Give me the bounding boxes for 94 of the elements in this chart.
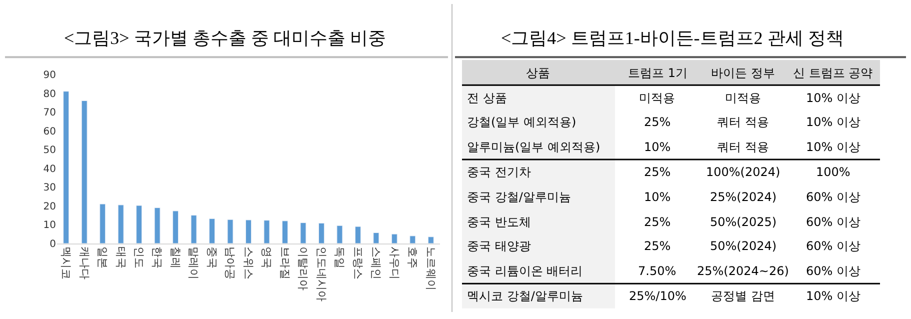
- bar: [391, 234, 398, 244]
- text: 25%: [644, 215, 671, 229]
- bar: [154, 208, 160, 244]
- bar: [100, 204, 106, 244]
- y-tick-label: 40: [43, 164, 56, 175]
- x-tick-label: 인도: [132, 246, 146, 269]
- text: 10%: [644, 190, 671, 204]
- y-tick-label: 60: [43, 126, 56, 138]
- text: 60% 이상: [806, 239, 860, 253]
- x-tick-label: 사우디: [388, 246, 401, 280]
- category-label: 알루미늄(일부 예외적용): [467, 140, 600, 154]
- bar: [354, 226, 361, 244]
- text: 60% 이상: [806, 264, 860, 278]
- x-tick-label: 브라질: [278, 246, 292, 280]
- y-tick-label: 10: [43, 220, 56, 232]
- bar: [300, 222, 306, 244]
- bar: [81, 100, 88, 244]
- category-label: 바이든 정부: [711, 66, 775, 80]
- text: 50%(2025): [710, 215, 777, 229]
- x-tick-label: 독일: [333, 246, 346, 269]
- text: 쿼터 적용: [717, 115, 769, 129]
- text: 10% 이상: [806, 140, 860, 154]
- bar: [373, 232, 380, 244]
- text: 미적용: [725, 91, 761, 105]
- text: 미적용: [639, 91, 675, 105]
- x-tick-label: 말레이: [187, 246, 200, 280]
- category-label: 신 트럼프 공약: [793, 66, 873, 80]
- bar: [136, 205, 142, 244]
- category-label: 트럼프 1기: [628, 66, 688, 80]
- x-tick-label: 노르웨이: [424, 246, 438, 291]
- bar: [190, 215, 197, 244]
- category-label: 중국 태양광: [467, 239, 531, 253]
- y-tick-label: 50: [43, 145, 56, 156]
- x-tick-label: 칠레: [168, 246, 182, 269]
- bar: [172, 210, 179, 244]
- y-tick-label: 70: [43, 108, 56, 119]
- text: 25%: [644, 115, 671, 129]
- x-tick-label: 이탈리아: [296, 246, 310, 291]
- text: 50%(2024): [710, 239, 777, 253]
- category-label: 중국 강철/알루미늄: [467, 190, 571, 204]
- bar: [118, 204, 124, 244]
- text: 7.50%: [638, 264, 676, 278]
- x-tick-label: 스페인: [370, 246, 383, 280]
- bar: [410, 236, 416, 244]
- bar: [246, 220, 252, 244]
- category-label: 중국 전기차: [467, 165, 531, 179]
- y-tick-label: 80: [43, 88, 56, 100]
- text: 100%(2024): [706, 165, 780, 179]
- y-tick-label: 20: [43, 201, 56, 212]
- x-tick-label: 영국: [260, 246, 274, 269]
- x-tick-label: 태국: [114, 246, 128, 269]
- bar: [336, 225, 343, 244]
- category-label: 강철(일부 예외적용): [467, 115, 576, 129]
- text: 10% 이상: [806, 289, 860, 303]
- x-tick-label: 스위스: [242, 246, 255, 280]
- x-tick-label: 인도네시아: [314, 246, 328, 302]
- bar: [209, 218, 216, 244]
- x-tick-label: 한국: [150, 246, 164, 269]
- category-label: 중국 리튬이온 배터리: [467, 264, 583, 278]
- category-label: 중국 반도체: [467, 215, 531, 229]
- x-tick-label: 호주: [406, 246, 420, 269]
- bar: [318, 222, 324, 244]
- text: 25%: [644, 165, 671, 179]
- category-label: 상품: [526, 66, 550, 80]
- text: 쿼터 적용: [717, 140, 769, 154]
- x-tick-label: 캐나다: [78, 246, 91, 280]
- text: 10%: [644, 140, 671, 154]
- text: 25%: [644, 239, 671, 253]
- text: <그림4> 트럼프1-바이든-트럼프2 관세 정책: [501, 28, 844, 48]
- bar: [282, 220, 288, 244]
- y-tick-label: 30: [43, 182, 56, 194]
- x-tick-label: 남아공: [224, 246, 237, 280]
- text: 25%(2024): [710, 190, 777, 204]
- x-tick-label: 중국: [205, 246, 218, 269]
- text: 공정별 감면: [711, 289, 775, 303]
- text: 100%: [816, 165, 850, 179]
- text: 60% 이상: [806, 190, 860, 204]
- x-tick-label: 멕시코: [60, 246, 73, 280]
- y-tick-label: 90: [43, 70, 56, 81]
- x-tick-label: 프랑스: [351, 246, 364, 280]
- chart-title: <그림3> 국가별 총수출 중 대미수출 비중: [64, 28, 386, 48]
- text: 25%/10%: [629, 289, 686, 303]
- bar: [264, 220, 270, 244]
- text: 10% 이상: [806, 91, 860, 105]
- x-tick-label: 일본: [96, 246, 110, 269]
- category-label: 전 상품: [467, 91, 507, 105]
- text: 10% 이상: [806, 115, 860, 129]
- y-tick-label: 0: [50, 238, 56, 250]
- text: 60% 이상: [806, 215, 860, 229]
- bar: [63, 91, 70, 244]
- bar: [428, 236, 434, 244]
- text: 25%(2024~26): [697, 264, 789, 278]
- category-label: 멕시코 강철/알루미늄: [467, 289, 583, 303]
- bar: [227, 219, 234, 244]
